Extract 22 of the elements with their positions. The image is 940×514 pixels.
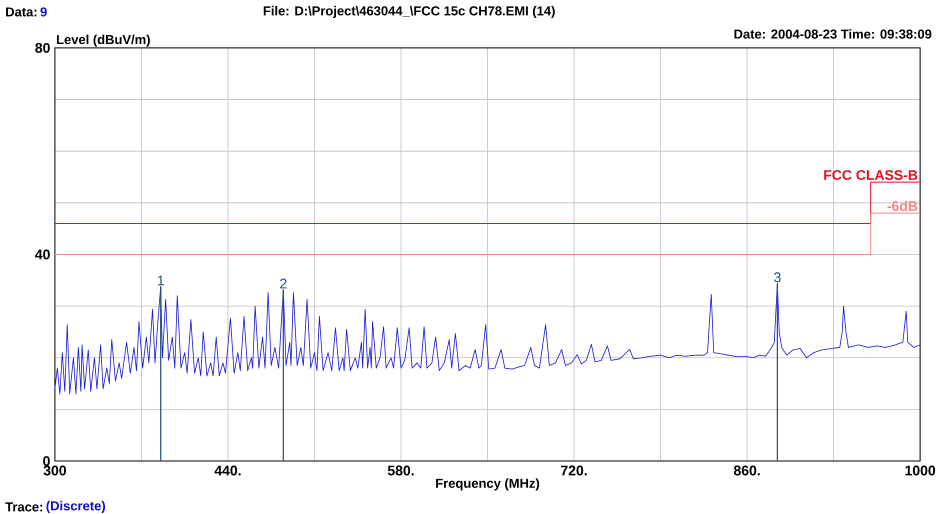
x-tick-label: 440. — [214, 466, 241, 476]
annotation: 2 — [280, 278, 287, 288]
series-label: -6dB — [887, 200, 918, 211]
x-tick-label: 1000 — [905, 466, 936, 476]
y-tick-label: 40 — [35, 250, 50, 260]
x-tick-label: 580. — [388, 466, 414, 476]
text: (Discrete) — [46, 500, 106, 513]
series-label: FCC CLASS-B — [824, 170, 918, 180]
text: Date: 2004-08-23 Time: 09:38:09 — [734, 29, 932, 39]
x-tick-label: 860. — [734, 466, 760, 476]
x-axis-title: Frequency (MHz) — [436, 478, 540, 490]
x-tick-label: 720. — [561, 466, 587, 476]
y-tick-label: 0 — [43, 456, 50, 466]
text: 9 — [40, 7, 47, 17]
y-axis-title: Level (dBuV/m) — [56, 34, 150, 47]
annotation: 3 — [774, 272, 781, 282]
text: Data: — [6, 7, 36, 16]
annotation: 1 — [158, 276, 164, 286]
text: Trace: — [5, 502, 42, 512]
chart-title: File: D:\Project\463044_\FCC 15c CH78.EMI (14) — [264, 6, 555, 18]
y-tick-label: 80 — [35, 42, 50, 53]
x-tick-label: 300 — [44, 466, 66, 476]
